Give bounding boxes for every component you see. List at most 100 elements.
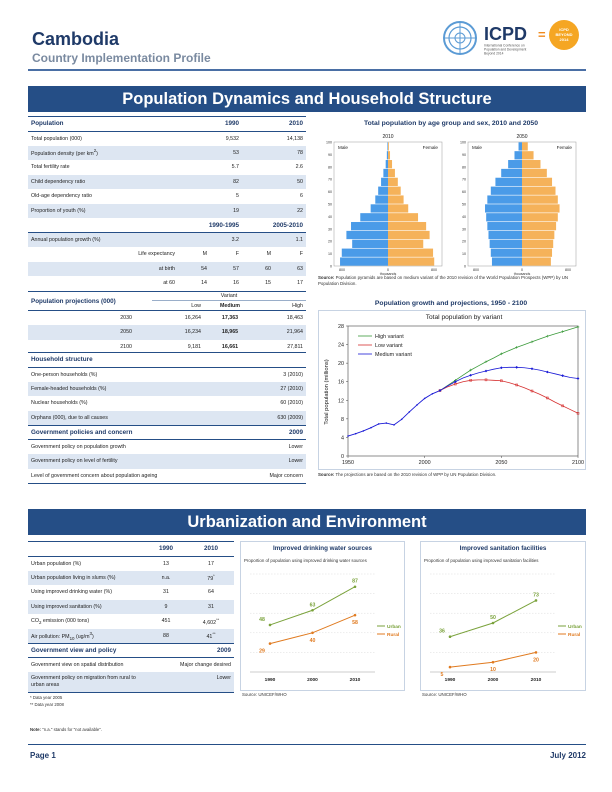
col-header-1990-1995: 1990-1995 [178, 218, 242, 233]
male-bar [518, 142, 522, 151]
row-value: 16,661 [221, 343, 239, 350]
pyramid-age-tick: 40 [462, 215, 466, 219]
row-value: 3.2 [178, 232, 242, 247]
table-header-row: Population projections (000) Variant [28, 291, 306, 311]
history-point [370, 426, 372, 429]
data-point [534, 651, 538, 654]
female-bar [522, 151, 534, 160]
table-row: 2050 16,234 18,965 21,964 [28, 325, 306, 340]
female-bar [522, 222, 557, 231]
col-header-low: Low [152, 300, 204, 311]
x-tick-label: 2100 [572, 460, 584, 466]
blank-cell [28, 541, 144, 557]
row-value: 27,811 [287, 343, 303, 350]
table-row: Total fertility rate 5.7 2.6 [28, 160, 306, 175]
table-row: Government view on spatial distribution … [28, 658, 234, 673]
water-chart: 1990 2000 2010 48 63 87 Urban 29 40 58 Rural [250, 573, 401, 683]
low-point [576, 412, 580, 415]
pyramid-age-tick: 20 [462, 240, 466, 244]
medium-point [561, 374, 565, 378]
data-point [268, 623, 272, 627]
table-row: Life expectancy M F M F [28, 247, 306, 262]
row-value: 17 [297, 280, 303, 287]
pyramid-age-tick: 60 [328, 190, 332, 194]
gov-policy-title: Government policies and concern [28, 424, 228, 440]
history-point [400, 418, 403, 421]
row-label: One-person households (%) [31, 371, 98, 378]
data-label: 87 [352, 579, 358, 585]
series-line-2 [439, 366, 579, 391]
medium-point [530, 367, 534, 371]
urban-table: 1990 2010 Urban population (%) 13 17 Urb… [28, 541, 234, 693]
pyramid-2010: 2010 Male Female 0 10 20 30 40 50 60 70 80 90 100 800 0… [326, 134, 443, 276]
female-bar [522, 230, 555, 240]
col-header-m: M [202, 251, 207, 258]
water-chart-title: Improved drinking water sources [272, 545, 373, 552]
row-label: Proportion of youth (%) [28, 203, 178, 218]
high-point [530, 340, 534, 344]
plot-area [347, 325, 579, 457]
y-tick-label: 20 [338, 361, 344, 367]
col-header: Population [28, 116, 178, 132]
medium-point [484, 369, 488, 373]
col-header-2010: 2010 [188, 541, 234, 557]
female-bar [388, 160, 393, 169]
pyramid-age-tick: 80 [462, 165, 466, 169]
pyramid-age-tick: 70 [462, 178, 466, 182]
row-value: 63 [274, 261, 306, 276]
row-value: 21,964 [256, 325, 306, 340]
table-row: CO2 emission (000 tons) 451 4,602** [28, 614, 234, 629]
male-bar [490, 186, 522, 195]
row-value: 5 [236, 193, 239, 200]
row-label: Government policy on migration from rura… [28, 672, 144, 692]
logo-equals: = [538, 27, 546, 42]
medium-point [515, 365, 519, 369]
row-label: at birth [28, 261, 178, 276]
data-point [311, 631, 314, 635]
data-label: 29 [259, 649, 265, 655]
data-label: 73 [533, 592, 539, 598]
row-value: 41** [188, 628, 234, 643]
pyramid-age-tick: 30 [328, 227, 332, 231]
female-bar [522, 177, 553, 186]
male-bar [491, 257, 522, 266]
low-point [546, 396, 549, 400]
row-value: 82 [178, 174, 242, 189]
row-label: Urban population (%) [31, 560, 82, 567]
pyramid-x-tick: 800 [473, 268, 479, 272]
growth-chart-panel [318, 310, 586, 470]
female-bar [388, 195, 404, 204]
data-point [448, 665, 452, 669]
blank-cell [28, 218, 178, 233]
male-bar [514, 151, 522, 160]
population-table: Population 1990 2010 Total population (0… [28, 116, 306, 291]
household-table: Household structure One-person household… [28, 352, 306, 484]
row-value: 54 [178, 261, 210, 276]
growth-chart-ylabel: Total population (millions) [324, 359, 330, 424]
female-bar [522, 168, 547, 178]
x-tick-label: 2010 [350, 677, 361, 683]
logo-tagline-1: International Conference on [484, 44, 525, 48]
logo-circle-text-2: BEYOND [555, 32, 572, 37]
row-value: Lower [228, 454, 306, 469]
legend-label: Urban [387, 624, 401, 630]
pyramid-x-tick: 800 [339, 268, 345, 272]
growth-plot: 0 4 8 12 16 20 24 28 1950 2000 2050 2100 High varian… [338, 324, 584, 466]
row-label: Orphans (000), due to all causes [28, 410, 228, 425]
row-value: 3 (2010) [283, 371, 303, 378]
row-value: 50 [242, 174, 306, 189]
pyramid-source: Source: Population pyramids are based on… [318, 275, 569, 286]
data-label: 5 [441, 672, 444, 678]
male-bar [485, 204, 522, 213]
sanitation-chart-subtitle: Proportion of population using improved … [424, 558, 539, 563]
pyramid-age-tick: 50 [328, 203, 332, 207]
section-banner-urbanization: Urbanization and Environment [28, 509, 586, 535]
col-header-1990: 1990 [178, 116, 242, 132]
male-bar [386, 151, 388, 160]
x-tick-label: 2010 [531, 677, 542, 683]
low-point [484, 378, 488, 382]
footer-divider [28, 744, 586, 745]
pyramid-age-tick: 50 [462, 203, 466, 207]
low-point [530, 389, 534, 393]
